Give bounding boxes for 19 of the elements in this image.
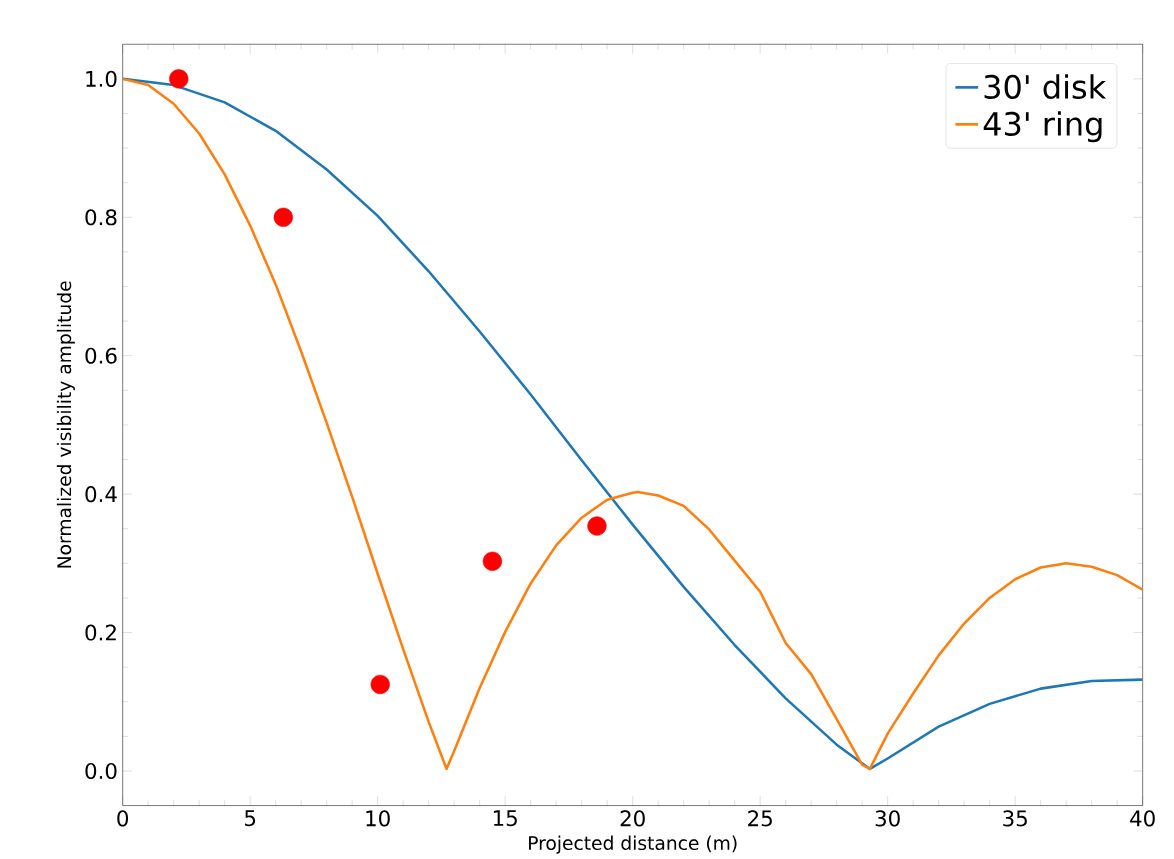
y-tick-label: 0.2 <box>85 624 116 641</box>
x-tick-label: 30 <box>875 810 900 827</box>
x-tick-label: 40 <box>1130 810 1155 827</box>
legend-label: 43' ring <box>983 111 1102 143</box>
y-tick-label: 0.0 <box>85 762 117 780</box>
x-tick-label: 15 <box>493 810 517 827</box>
x-axis-title: Projected distance (m) <box>529 835 737 854</box>
x-tick-label: 0 <box>117 810 129 827</box>
y-tick-label: 0.6 <box>85 347 117 364</box>
y-tick-label: 1.0 <box>86 70 117 87</box>
y-axis-title: Normalized visibility amplitude <box>56 281 75 568</box>
x-tick-label: 20 <box>620 810 645 827</box>
x-tick-label: 25 <box>748 810 772 827</box>
x-tick-label: 10 <box>366 810 390 827</box>
y-tick-label: 0.8 <box>85 209 117 226</box>
legend-label: 30' disk <box>984 74 1107 99</box>
x-tick-label: 35 <box>1003 810 1027 827</box>
y-tick-label: 0.4 <box>85 486 117 503</box>
x-tick-label: 5 <box>245 810 256 827</box>
